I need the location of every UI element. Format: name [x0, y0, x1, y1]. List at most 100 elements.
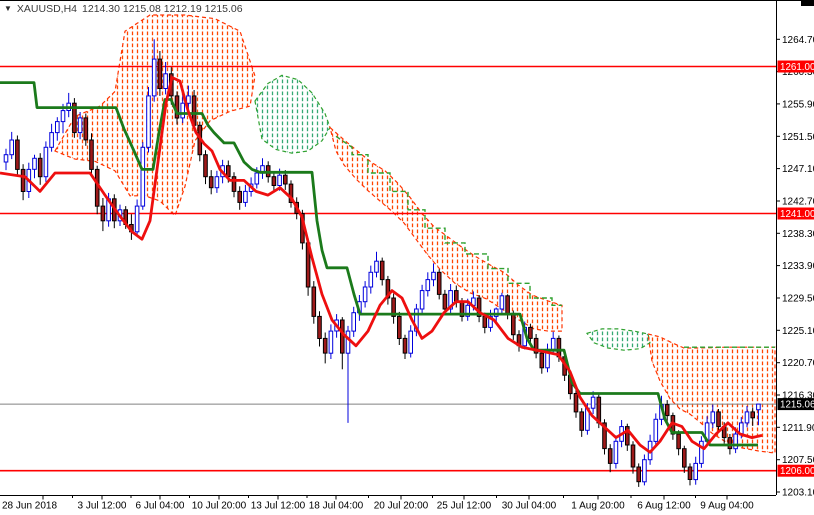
candle-bull: [215, 177, 219, 188]
candle-bear: [312, 287, 316, 316]
candle-bull: [56, 122, 60, 133]
candle-bull: [369, 272, 373, 287]
x-tick-label: 6 Aug 12:00: [637, 501, 691, 512]
candle-bull: [409, 331, 413, 353]
y-tick-label: 1242.70: [782, 197, 814, 208]
candle-bear: [101, 206, 105, 221]
candle-bull: [643, 460, 647, 482]
x-tick-label: 6 Jul 04:00: [136, 501, 185, 512]
candle-bull: [551, 338, 555, 349]
candle-bull: [44, 147, 48, 176]
candle-bear: [272, 177, 276, 186]
candle-bull: [181, 103, 185, 118]
candle-bear: [341, 320, 345, 353]
candle-bull: [141, 147, 145, 206]
x-tick-label: 9 Aug 04:00: [700, 501, 754, 512]
candle-bear: [728, 438, 732, 449]
cloud-region-bullish: [587, 329, 650, 350]
candle-bear: [455, 291, 459, 302]
candle-bull: [147, 96, 151, 147]
candle-bear: [683, 449, 687, 467]
candle-bear: [238, 191, 242, 202]
candle-bull: [10, 140, 14, 155]
candle-bull: [244, 191, 248, 202]
candle-bear: [688, 467, 692, 480]
level-badge-1206.00-label: 1206.00: [780, 466, 814, 477]
y-tick-label: 1229.50: [782, 294, 814, 305]
level-badge-1261.00-label: 1261.00: [780, 62, 814, 73]
candle-bear: [637, 467, 641, 482]
candle-bear: [443, 294, 447, 309]
x-tick-label: 3 Jul 12:00: [78, 501, 127, 512]
candle-bull: [745, 412, 749, 423]
candle-bear: [209, 177, 213, 188]
candle-bull: [654, 419, 658, 441]
candle-bull: [432, 272, 436, 279]
price-axis[interactable]: 1264.701260.301255.901251.501247.101242.…: [776, 1, 814, 515]
candle-bear: [323, 338, 327, 353]
candle-bear: [284, 175, 288, 184]
candle-bear: [665, 405, 669, 416]
y-tick-label: 1211.90: [782, 423, 814, 434]
candle-bear: [631, 445, 635, 467]
x-tick-label: 30 Jul 04:00: [502, 501, 557, 512]
window-corner-mark: [801, 1, 814, 6]
candle-bear: [84, 118, 88, 140]
candle-bear: [158, 59, 162, 88]
candle-bull: [363, 287, 367, 302]
y-tick-label: 1255.90: [782, 99, 814, 110]
candle-bull: [757, 404, 761, 410]
candle-bull: [711, 412, 715, 423]
candle-bear: [403, 338, 407, 353]
candle-bear: [574, 394, 578, 412]
candle-bear: [506, 296, 510, 314]
candle-bull: [694, 463, 698, 479]
candle-bull: [164, 74, 168, 89]
y-tick-label: 1203.10: [782, 488, 814, 499]
candle-bull: [61, 111, 65, 122]
candle-bear: [16, 140, 20, 169]
symbol-dropdown-icon[interactable]: ▼: [4, 4, 12, 14]
y-tick-label: 1207.50: [782, 455, 814, 466]
candle-bull: [420, 291, 424, 309]
candle-bear: [608, 449, 612, 464]
candle-bear: [232, 177, 236, 192]
candle-bear: [380, 261, 384, 279]
candle-bull: [329, 331, 333, 353]
cloud-region-bearish: [648, 334, 775, 453]
x-tick-label: 18 Jul 04:00: [309, 501, 364, 512]
candle-bear: [90, 140, 94, 169]
candle-bull: [152, 59, 156, 96]
candle-bull: [426, 280, 430, 291]
candle-bull: [591, 397, 595, 408]
candle-bear: [677, 434, 681, 449]
candle-bear: [204, 155, 208, 177]
y-tick-label: 1225.10: [782, 326, 814, 337]
y-tick-label: 1220.70: [782, 358, 814, 369]
candle-bull: [33, 158, 37, 169]
y-tick-label: 1251.50: [782, 132, 814, 143]
candle-bear: [512, 313, 516, 334]
candle-bear: [21, 169, 25, 191]
symbol-label: XAUUSD,H4: [17, 3, 77, 15]
x-tick-label: 13 Jul 12:00: [251, 501, 306, 512]
candle-bear: [38, 158, 42, 176]
y-tick-label: 1247.10: [782, 164, 814, 175]
candle-bear: [227, 166, 231, 177]
candle-bull: [734, 434, 738, 449]
candle-bull: [50, 133, 54, 148]
candle-bull: [352, 313, 356, 331]
candle-bear: [717, 412, 721, 427]
candle-bear: [437, 272, 441, 294]
candle-bull: [614, 441, 618, 463]
level-badge-1241.00-label: 1241.00: [780, 209, 814, 220]
x-tick-label: 20 Jul 20:00: [374, 501, 429, 512]
candle-bear: [751, 412, 755, 418]
symbol-info-bar: ▼ XAUUSD,H4 1214.30 1215.08 1212.19 1215…: [4, 3, 243, 15]
y-tick-label: 1233.90: [782, 261, 814, 272]
x-tick-label: 10 Jul 20:00: [192, 501, 247, 512]
candle-bull: [255, 173, 259, 184]
